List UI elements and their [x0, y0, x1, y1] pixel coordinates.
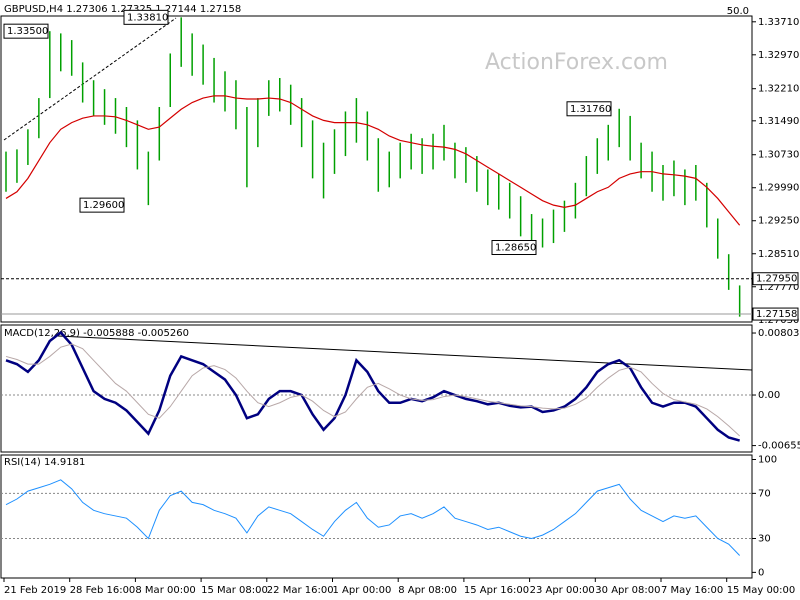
trend-line	[57, 335, 753, 371]
annotation: 1.28650	[495, 243, 536, 254]
trend-line	[3, 17, 177, 141]
annotation-box	[566, 101, 612, 117]
macd-panel	[0, 324, 753, 453]
y-tick-label: 1.31490	[758, 116, 799, 127]
annotation: 1.33810	[127, 12, 168, 23]
y-tick-label: 1.32210	[758, 84, 799, 95]
x-tick-label: 30 Apr 08:00	[595, 585, 660, 596]
rsi-title: RSI(14) 14.9181	[4, 457, 85, 468]
y-tick-label: 1.33710	[758, 17, 799, 28]
chart-title: GBPUSD,H4 1.27306 1.27325 1.27144 1.2715…	[4, 4, 241, 15]
x-tick-label: 15 Apr 16:00	[464, 585, 529, 596]
annotation-box	[79, 197, 125, 213]
annotation: 1.31760	[570, 104, 611, 115]
price-label-box	[752, 307, 799, 321]
annotation: 1.33500	[7, 26, 48, 37]
x-tick-label: 8 Mar 00:00	[135, 585, 195, 596]
y-tick-label: 70	[758, 488, 771, 499]
x-tick-label: 23 Apr 00:00	[530, 585, 595, 596]
annotation-box	[491, 240, 537, 256]
y-tick-label: 0	[758, 567, 764, 578]
corner-text: 50.0	[727, 6, 749, 17]
x-tick-label: 15 Mar 08:00	[201, 585, 268, 596]
price-label: 1.27950	[756, 274, 797, 285]
x-tick-label: 28 Feb 16:00	[70, 585, 136, 596]
macd-title: MACD(12,26,9) -0.005888 -0.005260	[4, 328, 189, 339]
y-tick-label: 30	[758, 534, 771, 545]
x-tick-label: 8 Apr 08:00	[398, 585, 457, 596]
y-tick-label: 1.30730	[758, 150, 799, 161]
y-tick-label: 1.28510	[758, 249, 799, 260]
series-line	[5, 330, 740, 442]
series-line	[5, 479, 741, 556]
annotation: 1.29600	[83, 200, 124, 211]
y-tick-label: -0.00655	[758, 441, 800, 452]
x-tick-label: 15 May 00:00	[727, 585, 796, 596]
x-tick-label: 7 May 16:00	[661, 585, 723, 596]
x-tick-label: 22 Mar 16:00	[267, 585, 334, 596]
annotation-box	[3, 23, 49, 39]
y-tick-label: 0.00	[758, 390, 780, 401]
y-tick-label: 1.27770	[758, 282, 799, 293]
x-tick-label: 1 Apr 00:00	[333, 585, 392, 596]
series-line	[5, 343, 740, 437]
y-tick-label: 1.29990	[758, 183, 799, 194]
rsi-panel	[0, 454, 753, 579]
y-tick-label: 0.008031	[758, 328, 800, 339]
price-label-box	[752, 272, 799, 286]
price-label: 1.27158	[756, 309, 797, 320]
x-tick-label: 21 Feb 2019	[4, 585, 66, 596]
annotation-box	[123, 9, 169, 25]
price-panel	[0, 15, 753, 323]
y-tick-label: 100	[758, 455, 777, 466]
watermark: ActionForex.com	[485, 50, 668, 75]
series-line	[5, 95, 741, 226]
y-tick-label: 1.29250	[758, 216, 799, 227]
y-tick-label: 1.32970	[758, 50, 799, 61]
